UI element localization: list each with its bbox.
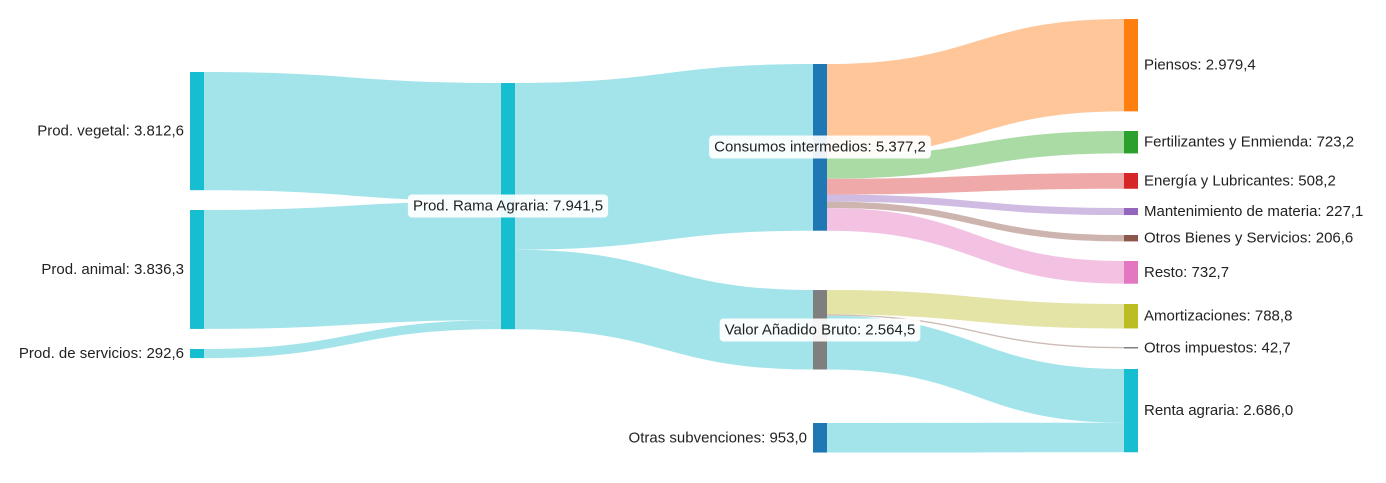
node-label-bg-consumos [709, 135, 931, 159]
node-vegetal[interactable] [190, 72, 204, 191]
node-label-text-mantenimiento: Mantenimiento de materia: 227,1 [1144, 203, 1363, 220]
node-label-rama: Prod. Rama Agraria: 7.941,5 [407, 194, 609, 218]
link-consumos-to-energia[interactable] [827, 173, 1124, 195]
node-label-otros_impuestos: Otros impuestos: 42,7 [1144, 339, 1291, 356]
node-label-text-subvenciones: Otras subvenciones: 953,0 [629, 429, 807, 446]
link-consumos-to-otros_bienes[interactable] [827, 201, 1124, 242]
node-label-text-otros_impuestos: Otros impuestos: 42,7 [1144, 339, 1291, 356]
labels-layer: Prod. vegetal: 3.812,6 Prod. animal: 3.83… [19, 57, 1363, 447]
node-label-text-resto: Resto: 732,7 [1144, 264, 1229, 281]
node-label-energia: Energía y Lubricantes: 508,2 [1144, 172, 1336, 189]
node-label-text-fertilizantes: Fertilizantes y Enmienda: 723,2 [1144, 134, 1354, 151]
node-label-vab: Valor Añadido Bruto: 2.564,5 [719, 318, 921, 342]
link-consumos-to-resto[interactable] [827, 207, 1124, 284]
node-label-consumos: Consumos intermedios: 5.377,2 [709, 135, 931, 159]
link-subvenciones-to-renta[interactable] [827, 422, 1124, 453]
node-animal[interactable] [190, 210, 204, 329]
node-label-text-rama: Prod. Rama Agraria: 7.941,5 [413, 198, 603, 215]
node-servicios[interactable] [190, 349, 204, 359]
node-energia[interactable] [1124, 173, 1138, 189]
node-label-servicios: Prod. de servicios: 292,6 [19, 345, 184, 362]
node-label-text-vegetal: Prod. vegetal: 3.812,6 [37, 123, 184, 140]
node-renta[interactable] [1124, 369, 1138, 453]
node-label-fertilizantes: Fertilizantes y Enmienda: 723,2 [1144, 134, 1354, 151]
node-label-resto: Resto: 732,7 [1144, 264, 1229, 281]
node-piensos[interactable] [1124, 19, 1138, 112]
link-animal-to-rama[interactable] [204, 201, 501, 329]
node-resto[interactable] [1124, 261, 1138, 284]
node-label-text-animal: Prod. animal: 3.836,3 [41, 261, 184, 278]
node-label-bg-rama [407, 194, 609, 218]
node-subvenciones[interactable] [813, 423, 827, 453]
link-vab-to-renta[interactable] [827, 315, 1124, 423]
link-rama-to-vab[interactable] [515, 249, 813, 370]
node-fertilizantes[interactable] [1124, 131, 1138, 154]
node-label-amortizaciones: Amortizaciones: 788,8 [1144, 308, 1292, 325]
node-label-vegetal: Prod. vegetal: 3.812,6 [37, 123, 184, 140]
node-label-animal: Prod. animal: 3.836,3 [41, 261, 184, 278]
node-label-text-otros_bienes: Otros Bienes y Servicios: 206,6 [1144, 230, 1353, 247]
node-label-text-consumos: Consumos intermedios: 5.377,2 [714, 139, 926, 156]
node-label-text-energia: Energía y Lubricantes: 508,2 [1144, 172, 1336, 189]
node-label-text-servicios: Prod. de servicios: 292,6 [19, 345, 184, 362]
node-mantenimiento[interactable] [1124, 208, 1138, 216]
node-otros_bienes[interactable] [1124, 235, 1138, 242]
node-label-otros_bienes: Otros Bienes y Servicios: 206,6 [1144, 230, 1353, 247]
link-vab-to-otros_impuestos[interactable] [827, 314, 1124, 349]
node-label-bg-vab [719, 318, 921, 342]
link-vegetal-to-rama[interactable] [204, 72, 501, 202]
node-label-text-vab: Valor Añadido Bruto: 2.564,5 [725, 322, 916, 339]
node-label-text-piensos: Piensos: 2.979,4 [1144, 57, 1256, 74]
node-label-subvenciones: Otras subvenciones: 953,0 [629, 429, 807, 446]
link-consumos-to-piensos[interactable] [827, 19, 1124, 157]
link-consumos-to-fertilizantes[interactable] [827, 131, 1124, 179]
links-layer [204, 19, 1124, 453]
node-label-piensos: Piensos: 2.979,4 [1144, 57, 1256, 74]
link-vab-to-amortizaciones[interactable] [827, 290, 1124, 329]
link-servicios-to-rama[interactable] [204, 320, 501, 359]
node-label-renta: Renta agraria: 2.686,0 [1144, 402, 1293, 419]
node-label-text-amortizaciones: Amortizaciones: 788,8 [1144, 308, 1292, 325]
node-label-mantenimiento: Mantenimiento de materia: 227,1 [1144, 203, 1363, 220]
link-consumos-to-mantenimiento[interactable] [827, 194, 1124, 216]
node-otros_impuestos[interactable] [1124, 347, 1138, 349]
node-label-text-renta: Renta agraria: 2.686,0 [1144, 402, 1293, 419]
node-amortizaciones[interactable] [1124, 304, 1138, 329]
